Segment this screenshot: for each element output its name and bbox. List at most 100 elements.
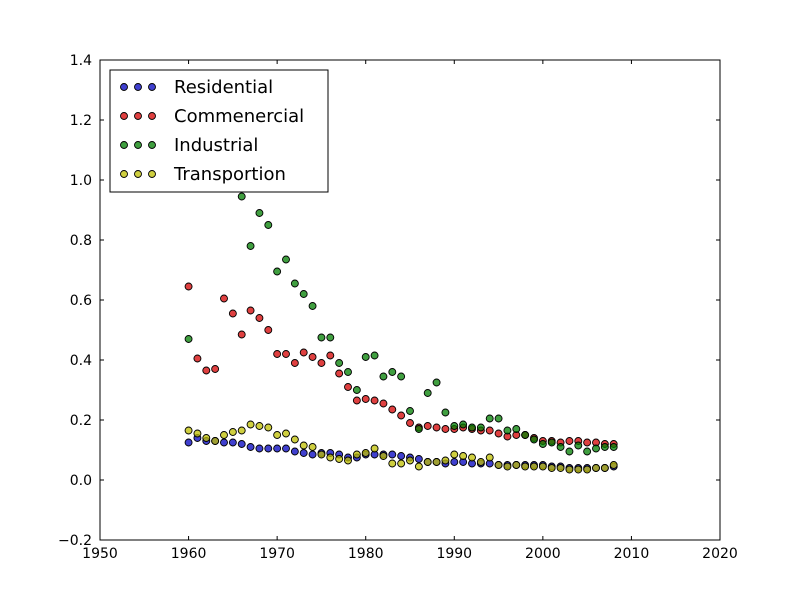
data-point-commenercial [441,425,450,433]
data-point-transportion [565,465,574,474]
data-point-commenercial [202,366,211,375]
data-point-industrial [485,414,494,423]
data-point-industrial [583,447,592,456]
data-point-industrial [335,359,344,367]
legend-marker-industrial [134,141,142,149]
data-point-industrial [592,444,600,453]
data-point-industrial [609,443,618,451]
data-point-residential [414,455,423,463]
data-point-transportion [264,423,273,432]
data-point-residential [299,449,308,457]
data-point-industrial [432,378,441,387]
data-point-commenercial [326,351,335,360]
data-point-transportion [352,450,361,459]
data-point-industrial [476,423,485,432]
data-point-transportion [397,459,406,468]
legend-marker-residential [120,83,128,91]
data-point-commenercial [406,419,414,427]
data-point-industrial [273,267,282,276]
data-point-commenercial [228,309,237,318]
data-point-industrial [459,420,468,429]
data-point-commenercial [193,354,202,363]
legend-marker-industrial [148,141,156,149]
data-point-commenercial [264,326,273,334]
data-point-transportion [299,441,308,450]
legend-marker-commenercial [148,112,156,120]
data-point-industrial [326,333,335,342]
data-point-commenercial [423,422,432,430]
legend-label-industrial: Industrial [174,135,258,156]
axis-ticks: 1950 1960 1970 1980 1990 2000 2010 2020 −0.2 0.0 0… [58,53,738,562]
data-point-transportion [326,453,335,462]
data-point-industrial [521,431,530,439]
y-tick-label: −0.2 [58,533,92,549]
data-point-industrial [503,426,512,435]
data-point-transportion [512,461,521,469]
data-point-industrial [344,368,352,376]
x-tick-label: 2010 [614,546,650,562]
data-point-commenercial [273,350,282,358]
data-point-industrial [352,386,361,394]
data-point-transportion [388,459,397,468]
data-point-commenercial [211,365,220,373]
legend-marker-industrial [120,141,128,149]
data-point-industrial [264,221,273,229]
legend-label-transportion: Transportion [173,164,286,185]
data-point-industrial [574,441,583,450]
data-point-industrial [414,425,423,433]
data-point-transportion [202,434,211,442]
y-tick-label: 0.0 [70,473,92,489]
x-tick-label: 1960 [171,546,207,562]
data-point-transportion [282,429,290,438]
data-point-industrial [255,209,264,217]
data-point-commenercial [246,306,255,315]
data-point-commenercial [184,282,193,291]
data-point-industrial [556,443,565,451]
data-point-industrial [512,425,521,433]
data-point-transportion [290,435,299,444]
data-point-commenercial [308,353,317,361]
data-point-commenercial [361,395,370,403]
data-point-commenercial [370,396,379,405]
data-point-industrial [397,372,406,381]
data-point-residential [290,447,299,456]
data-point-industrial [299,290,308,298]
data-point-commenercial [255,314,264,322]
data-point-residential [388,450,397,459]
data-point-transportion [344,456,352,465]
data-point-transportion [592,464,600,472]
legend-marker-residential [148,83,156,91]
data-point-transportion [211,437,220,445]
data-point-transportion [468,453,476,462]
data-point-commenercial [317,359,326,367]
data-point-transportion [246,420,255,429]
data-point-industrial [423,389,432,397]
data-point-transportion [574,465,583,474]
data-point-commenercial [388,405,397,414]
data-point-industrial [600,443,609,451]
data-point-industrial [308,302,317,310]
x-tick-label: 1980 [348,546,384,562]
data-point-industrial [361,353,370,361]
data-point-transportion [485,453,494,462]
data-point-industrial [237,192,246,201]
data-point-industrial [246,242,255,250]
data-point-transportion [237,426,246,435]
data-point-industrial [379,372,388,381]
data-point-industrial [282,255,290,264]
legend-marker-commenercial [120,112,128,120]
y-tick-label: 0.2 [70,413,92,429]
data-point-transportion [361,449,370,457]
data-point-transportion [600,464,609,472]
legend-marker-transportion [148,170,156,178]
data-point-residential [450,458,459,466]
legend: Residential Commenercial Industrial Transpo… [109,69,329,193]
data-point-transportion [370,444,379,453]
data-point-commenercial [432,423,441,432]
x-tick-label: 2000 [525,546,561,562]
data-point-industrial [406,407,414,415]
data-point-transportion [556,464,565,472]
legend-box [109,69,329,193]
data-point-transportion [583,465,592,474]
data-point-commenercial [397,411,406,420]
